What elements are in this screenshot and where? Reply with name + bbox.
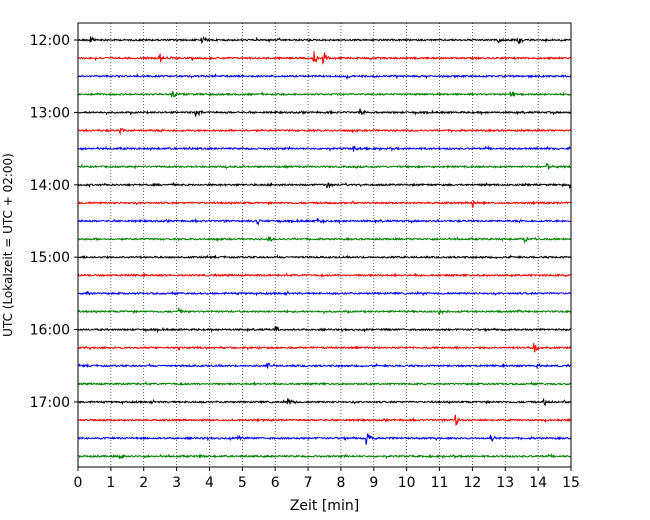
y-tick-label: 15:00 [30, 250, 70, 266]
seismogram-trace [77, 272, 572, 278]
seismogram-trace [77, 72, 572, 80]
seismogram-trace [77, 397, 572, 407]
seismogram-trace [77, 362, 572, 369]
y-axis-label: UTC (Lokalzeit = UTC + 02:00) [1, 153, 15, 337]
seismogram-trace [77, 108, 572, 118]
seismogram-trace [77, 343, 572, 353]
x-tick-label: 1 [106, 475, 115, 491]
x-tick-label: 14 [529, 475, 547, 491]
y-tick-label: 13:00 [30, 105, 70, 121]
seismogram-trace [77, 254, 572, 260]
x-tick-label: 0 [74, 475, 83, 491]
x-tick-label: 4 [205, 475, 214, 491]
seismogram-trace [77, 90, 572, 98]
x-tick-label: 5 [238, 475, 247, 491]
y-tick-label: 17:00 [30, 395, 70, 411]
x-tick-label: 9 [369, 475, 378, 491]
x-tick-label: 2 [139, 475, 148, 491]
y-tick-label: 16:00 [30, 323, 70, 339]
seismogram-trace [77, 380, 572, 387]
seismogram-trace [77, 235, 572, 244]
seismogram-trace [77, 162, 572, 170]
x-axis-ticks: 0 1 2 3 4 5 6 7 8 9 10 11 12 13 14 15 [74, 467, 580, 491]
seismogram-trace [77, 452, 572, 460]
x-axis-label: Zeit [min] [290, 498, 359, 514]
seismogram-trace [77, 51, 572, 65]
plot-frame [77, 22, 572, 468]
seismogram-trace [77, 145, 572, 153]
seismogram-trace [77, 290, 572, 297]
x-tick-label: 7 [304, 475, 313, 491]
x-tick-label: 11 [431, 475, 449, 491]
seismogram-trace [77, 200, 572, 208]
grid-layer [77, 23, 572, 467]
seismogram-trace [77, 181, 572, 189]
trace-layer [77, 35, 572, 460]
x-tick-label: 6 [271, 475, 280, 491]
x-tick-label: 15 [562, 475, 580, 491]
x-tick-label: 3 [172, 475, 181, 491]
x-tick-label: 10 [398, 475, 416, 491]
seismogram-trace [77, 307, 572, 315]
seismogram-trace [77, 128, 572, 136]
y-tick-label: 14:00 [30, 178, 70, 194]
x-tick-label: 8 [336, 475, 345, 491]
y-axis-ticks: 12:00 13:00 14:00 15:00 16:00 17:00 [30, 33, 78, 411]
seismogram-trace [77, 325, 572, 334]
seismogram-trace [77, 35, 572, 45]
x-tick-label: 12 [463, 475, 481, 491]
x-tick-label: 13 [496, 475, 514, 491]
seismogram-trace [77, 217, 572, 226]
seismogram-trace [77, 433, 572, 445]
seismogram-trace [77, 414, 572, 426]
y-tick-label: 12:00 [30, 33, 70, 49]
